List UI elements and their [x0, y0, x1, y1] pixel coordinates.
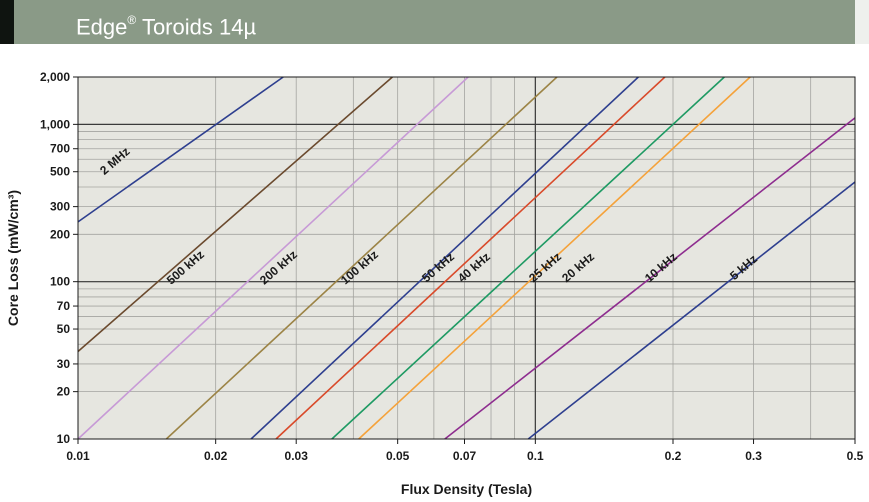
header-bar [0, 0, 855, 44]
series-line-2-mhz [77, 76, 284, 223]
x-tick-label: 0.1 [527, 449, 544, 463]
y-tick-label: 20 [57, 385, 71, 399]
series-line-500-khz [77, 76, 393, 353]
x-tick-label: 0.05 [386, 449, 410, 463]
y-tick-label: 10 [57, 432, 71, 446]
y-tick-label: 50 [57, 322, 71, 336]
y-tick-label: 70 [57, 299, 71, 313]
x-tick-label: 0.01 [66, 449, 90, 463]
x-tick-labels: 0.01 0.02 0.03 0.05 0.07 0.1 0.2 0.3 0.5 [66, 439, 864, 463]
major-gridlines [78, 77, 855, 439]
series-layer [77, 76, 856, 440]
header-edge [855, 0, 869, 44]
x-tick-label: 0.3 [745, 449, 762, 463]
x-tick-label: 0.03 [285, 449, 309, 463]
x-axis-title: Flux Density (Tesla) [401, 481, 532, 497]
x-tick-label: 0.2 [665, 449, 682, 463]
series-line-40-khz [275, 76, 666, 440]
plot-frame [77, 76, 856, 440]
series-line-10-khz [444, 117, 856, 440]
x-tick-label: 0.02 [204, 449, 228, 463]
x-tick-label: 0.5 [847, 449, 864, 463]
series-line-5-khz [527, 181, 856, 440]
y-tick-label: 1,000 [40, 117, 70, 131]
y-tick-label: 2,000 [40, 70, 70, 84]
series-line-20-khz [358, 76, 751, 440]
series-line-200-khz [77, 76, 469, 440]
registered-mark: ® [127, 13, 137, 27]
series-line-25-khz [331, 76, 725, 440]
header-accent [0, 0, 14, 44]
y-tick-labels: 10 20 30 50 70 100 200 300 500 700 1,000 2,000 [40, 70, 78, 446]
title-prefix: Edge [76, 14, 128, 40]
y-tick-label: 300 [50, 200, 70, 214]
y-tick-label: 100 [50, 275, 70, 289]
y-axis-title: Core Loss (mW/cm³) [5, 190, 21, 326]
x-tick-label: 0.07 [453, 449, 477, 463]
series-line-50-khz [250, 76, 639, 440]
series-line-100-khz [165, 76, 558, 440]
y-tick-label: 200 [50, 227, 70, 241]
y-tick-label: 30 [57, 357, 71, 371]
plot-background [78, 77, 855, 439]
page-title: Edge® Toroids 14µ [76, 8, 256, 41]
y-tick-label: 700 [50, 142, 70, 156]
title-suffix: Toroids 14µ [136, 14, 257, 40]
y-tick-label: 500 [50, 165, 70, 179]
